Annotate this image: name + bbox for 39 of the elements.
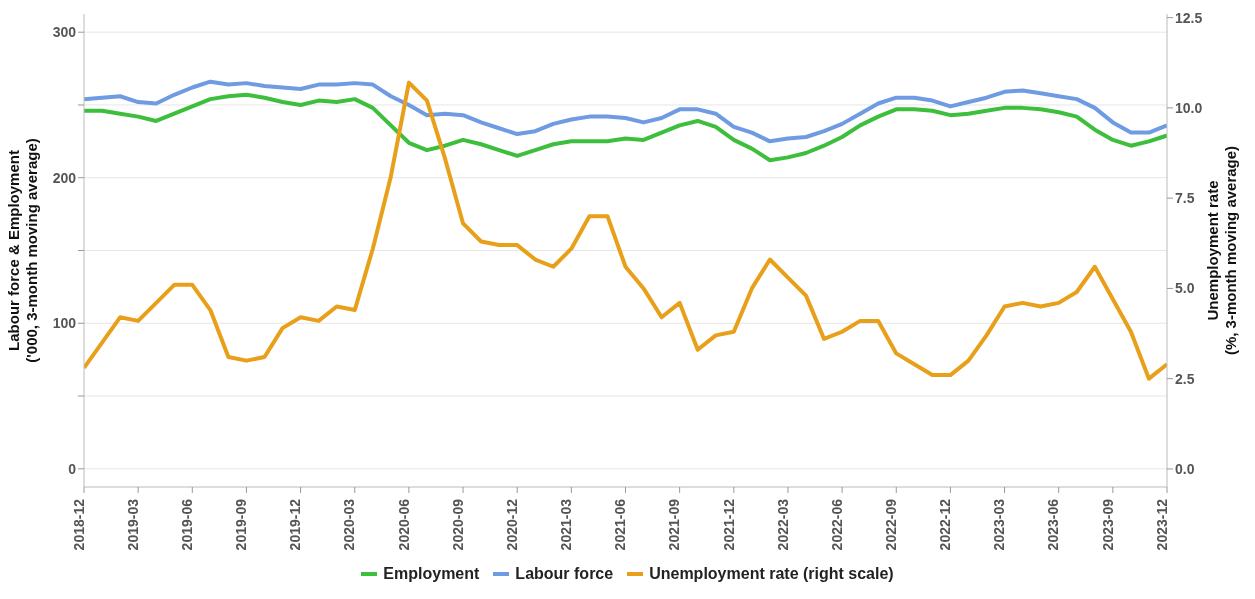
x-tick-label: 2022-06	[828, 498, 845, 551]
y2-tick-label: 0.0	[1175, 460, 1195, 477]
x-tick-label: 2019-09	[233, 498, 250, 551]
x-tick-label: 2018-12	[70, 498, 87, 551]
legend-label: Labour force	[515, 565, 614, 583]
x-tick-label: 2019-12	[287, 498, 304, 551]
x-tick-label: 2023-12	[1153, 498, 1170, 551]
y2-tick-label: 10.0	[1175, 99, 1203, 116]
x-tick-label: 2022-09	[882, 498, 899, 551]
legend-label: Unemployment rate (right scale)	[649, 565, 894, 583]
x-tick-label: 2022-12	[937, 498, 954, 551]
x-tick-label: 2020-12	[503, 498, 520, 551]
x-tick-label: 2023-06	[1045, 498, 1062, 551]
legend-label: Employment	[383, 565, 480, 583]
x-tick-label: 2022-03	[774, 498, 791, 551]
y-tick-label: 200	[52, 169, 77, 186]
x-tick-label: 2020-09	[449, 498, 466, 551]
line-series	[84, 80, 1167, 381]
line-series	[84, 79, 1167, 144]
line-series	[84, 92, 1167, 163]
x-tick-label: 2020-06	[395, 498, 412, 551]
x-tick-label: 2023-09	[1099, 498, 1116, 551]
x-tick-label: 2021-12	[720, 498, 737, 551]
y-tick-label: 300	[52, 24, 77, 41]
x-tick-label: 2021-03	[558, 498, 575, 551]
y2-tick-label: 7.5	[1175, 190, 1195, 207]
x-tick-label: 2019-06	[179, 498, 195, 551]
x-tick-label: 2019-03	[124, 498, 141, 551]
y2-axis-title: Unemployment rate (%, 3-month moving average)	[1204, 145, 1239, 356]
x-tick-label: 2021-06	[612, 498, 629, 551]
y2-tick-label: 5.0	[1175, 280, 1195, 297]
x-tick-label: 2020-03	[341, 498, 358, 551]
y-tick-label: 100	[52, 315, 77, 332]
x-tick-label: 2023-03	[991, 498, 1008, 551]
x-tick-label: 2021-09	[666, 498, 683, 551]
y2-tick-label: 12.5	[1175, 9, 1203, 26]
y-axis-title: Labour force & Employment ('000, 3-month moving average)	[5, 138, 40, 363]
y-tick-label: 0	[68, 460, 77, 477]
y2-tick-label: 2.5	[1175, 370, 1195, 387]
